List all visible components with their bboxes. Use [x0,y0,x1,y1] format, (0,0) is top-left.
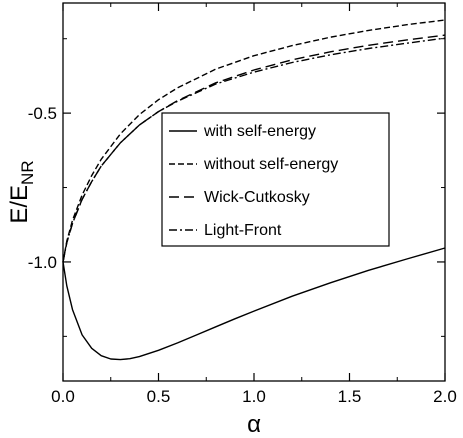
x-tick-label: 0.5 [147,387,171,406]
legend-box [161,112,390,247]
series-layer [62,19,446,361]
series-line-2 [62,19,446,263]
y-axis-label-main: E/E [6,185,33,224]
axis-ticks [62,3,446,381]
y-tick-label: -1.0 [28,253,57,272]
y-axis-label: E/ENR [6,160,37,223]
x-tick-label: 1.0 [242,387,266,406]
x-axis-label: α [247,411,261,438]
axis-tick-labels: 0.0 0.5 1.0 1.5 2.0 -1.0 -0.5 [28,104,457,406]
x-tick-label: 1.5 [338,387,362,406]
legend-entry-4: Light-Front [204,222,282,239]
y-axis-label-subscript: NR [18,160,37,185]
series-line-4 [62,37,446,263]
legend: with self-energy without self-energy Wick-… [161,112,390,247]
legend-entry-2: without self-energy [203,156,338,173]
series-line-1 [62,247,446,361]
y-tick-label: -0.5 [28,104,57,123]
legend-entry-1: with self-energy [203,123,316,140]
x-tick-label: 2.0 [433,387,457,406]
x-tick-label: 0.0 [51,387,75,406]
legend-entry-3: Wick-Cutkosky [204,189,310,206]
